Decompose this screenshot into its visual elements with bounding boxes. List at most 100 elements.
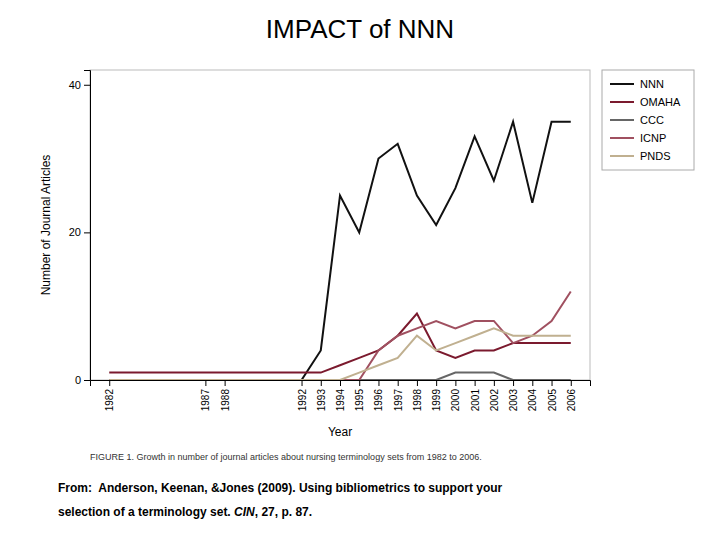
x-tick: 1982 <box>104 380 115 411</box>
legend-label: PNDS <box>640 150 671 162</box>
x-tick: 1995 <box>354 380 365 411</box>
x-tick-mark <box>321 380 322 386</box>
x-tick-label: 1995 <box>354 389 365 412</box>
plot-frame <box>90 70 590 380</box>
x-tick-label: 1996 <box>373 389 384 412</box>
y-axis-title: Number of Journal Articles <box>39 155 53 296</box>
x-axis-line <box>91 381 591 387</box>
x-tick-label: 1988 <box>220 389 231 412</box>
y-axis-line <box>84 71 91 381</box>
x-tick-mark <box>359 380 360 386</box>
x-tick-label: 1982 <box>104 389 115 412</box>
x-tick: 1987 <box>200 380 211 411</box>
x-tick: 1996 <box>373 380 384 411</box>
title: IMPACT of NNN <box>266 14 454 44</box>
legend-label: NNN <box>640 78 664 90</box>
legend-swatch <box>610 137 634 139</box>
x-tick-label: 2003 <box>508 389 519 412</box>
legend: NNN OMAHA CCC ICNP PNDS <box>602 70 694 170</box>
source-line-1: From: Anderson, Keenan, &Jones (2009). U… <box>58 481 503 495</box>
legend-label: ICNP <box>640 132 666 144</box>
series-line <box>109 291 571 380</box>
x-axis: 1982 1987 1988 1992 1993 1994 1995 1996 1997 1998… <box>91 380 591 411</box>
x-tick: 2000 <box>450 380 461 411</box>
x-tick-mark <box>378 380 379 386</box>
plot-area: 1982 1987 1988 1992 1993 1994 1995 1996 1997 1998… <box>69 70 591 411</box>
legend-swatch <box>610 83 634 85</box>
x-tick-mark <box>109 380 110 386</box>
legend-label: CCC <box>640 114 664 126</box>
x-tick-mark <box>205 380 206 386</box>
x-tick-label: 2006 <box>566 389 577 412</box>
series-line <box>109 314 571 373</box>
x-tick-mark <box>552 380 553 386</box>
y-tick-label: 40 <box>69 79 81 91</box>
legend-swatch <box>610 155 634 157</box>
x-tick-mark <box>513 380 514 386</box>
x-tick-label: 1994 <box>335 389 346 412</box>
figure-caption: FIGURE 1. Growth in number of journal ar… <box>90 452 482 462</box>
x-tick: 1999 <box>431 380 442 411</box>
x-tick-label: 1998 <box>412 389 423 412</box>
x-tick-mark <box>225 380 226 386</box>
x-tick-label: 2005 <box>547 389 558 412</box>
x-tick: 1988 <box>220 380 231 411</box>
legend-item: NNN <box>610 78 664 90</box>
x-tick-label: 1992 <box>297 389 308 412</box>
x-tick-label: 2000 <box>450 389 461 412</box>
x-tick: 1992 <box>297 380 308 411</box>
x-tick-label: 1999 <box>431 389 442 412</box>
x-tick-label: 1997 <box>393 389 404 412</box>
legend-item: PNDS <box>610 150 671 162</box>
legend-frame <box>602 70 694 170</box>
source-journal: CIN <box>234 505 255 519</box>
series-line <box>109 373 571 380</box>
x-tick: 2006 <box>566 380 577 411</box>
x-tick-label: 2002 <box>489 389 500 412</box>
y-tick: 0 <box>75 374 90 386</box>
x-tick: 2005 <box>547 380 558 411</box>
legend-swatch <box>610 119 634 121</box>
legend-item: CCC <box>610 114 664 126</box>
source-text: selection of a terminology set. <box>58 505 234 519</box>
y-tick-mark <box>84 380 90 381</box>
legend-label: OMAHA <box>640 96 681 108</box>
legend-swatch <box>610 101 634 103</box>
x-tick: 2003 <box>508 380 519 411</box>
y-tick-mark <box>84 232 90 233</box>
source-line-2: selection of a terminology set. CIN, 27,… <box>58 505 312 519</box>
x-tick-label: 2004 <box>527 389 538 412</box>
x-tick-mark <box>417 380 418 386</box>
x-tick-mark <box>494 380 495 386</box>
series-line <box>109 328 571 380</box>
x-tick-mark <box>302 380 303 386</box>
chart: 1982 1987 1988 1992 1993 1994 1995 1996 1997 1998… <box>0 0 720 540</box>
x-tick: 1997 <box>393 380 404 411</box>
x-tick: 2001 <box>470 380 481 411</box>
x-tick-mark <box>436 380 437 386</box>
x-tick-mark <box>571 380 572 386</box>
x-tick-mark <box>398 380 399 386</box>
y-tick-label: 0 <box>75 374 81 386</box>
x-tick-label: 2001 <box>470 389 481 412</box>
legend-item: ICNP <box>610 132 666 144</box>
x-tick-label: 1993 <box>316 389 327 412</box>
y-tick: 40 <box>69 79 90 91</box>
source-text: , 27, p. 87. <box>255 505 312 519</box>
y-tick-mark <box>84 85 90 86</box>
x-tick: 2004 <box>527 380 538 411</box>
x-tick: 1998 <box>412 380 423 411</box>
x-tick-mark <box>532 380 533 386</box>
x-tick-mark <box>340 380 341 386</box>
x-axis-title: Year <box>328 425 352 439</box>
y-tick: 20 <box>69 226 90 238</box>
series-line <box>109 122 571 380</box>
y-tick-label: 20 <box>69 226 81 238</box>
x-tick-mark <box>475 380 476 386</box>
x-tick-label: 1987 <box>200 389 211 412</box>
x-tick: 1994 <box>335 380 346 411</box>
x-tick: 1993 <box>316 380 327 411</box>
lines <box>109 122 571 380</box>
legend-item: OMAHA <box>610 96 681 108</box>
y-axis: 0 20 40 <box>69 71 91 387</box>
